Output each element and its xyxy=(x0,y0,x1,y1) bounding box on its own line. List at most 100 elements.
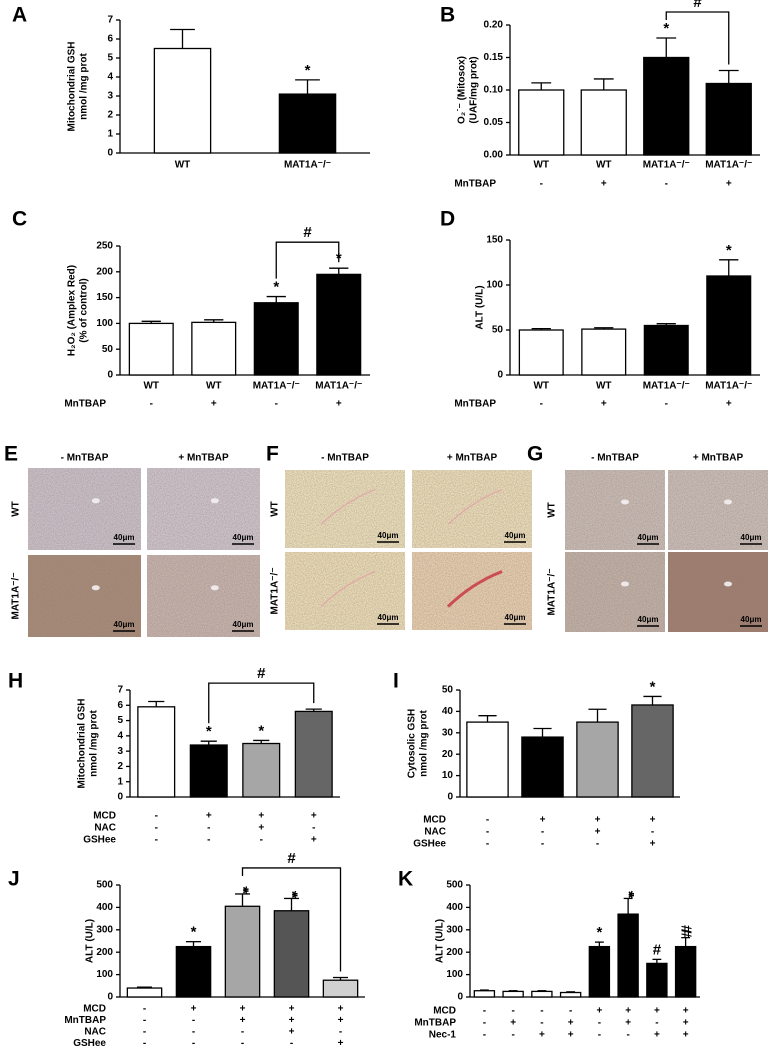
y-tick-label: 3 xyxy=(117,746,123,757)
treatment-name: MnTBAP xyxy=(64,1015,106,1026)
scale-bar-label: 40μm xyxy=(505,531,526,540)
y-tick-label: 0 xyxy=(107,148,113,159)
panel-letter: H xyxy=(8,670,23,693)
treatment-name: NAC xyxy=(84,1027,106,1038)
treatment-value: + xyxy=(568,1030,574,1041)
bracket xyxy=(665,11,730,65)
y-tick-label: 150 xyxy=(486,235,503,246)
bar xyxy=(521,736,564,798)
bar xyxy=(473,990,496,998)
bar xyxy=(518,329,564,376)
row-label: MAT1A⁻/⁻ xyxy=(11,572,22,619)
treatment-value: - xyxy=(540,1006,543,1017)
micrograph-texture xyxy=(412,470,532,548)
treatment-value: + xyxy=(240,1015,246,1026)
treatment-value: + xyxy=(289,1027,295,1038)
bracket-label: # xyxy=(287,850,296,867)
y-tick-label: 100 xyxy=(96,318,113,329)
treatment-value: + xyxy=(336,399,342,410)
y-tick-label: 7 xyxy=(117,685,123,696)
bar xyxy=(588,945,611,998)
y-tick-label: 400 xyxy=(96,902,113,913)
bracket-label: # xyxy=(693,0,702,11)
bar xyxy=(224,905,261,998)
treatment-name: Nec-1 xyxy=(429,1030,457,1041)
significance-label: ** xyxy=(620,891,637,899)
panel-letter: F xyxy=(266,443,279,466)
y-tick-label: 4 xyxy=(117,730,123,741)
y-tick-label: 100 xyxy=(96,969,113,980)
bar xyxy=(137,706,176,798)
treatment-value: + xyxy=(258,811,264,822)
treatment-name: MCD xyxy=(93,811,116,822)
y-tick-label: 0 xyxy=(447,792,453,803)
y-axis-label: Cytosolic GSH xyxy=(407,709,418,778)
treatment-value: - xyxy=(541,839,544,850)
column-label: + MnTBAP xyxy=(178,453,229,464)
treatment-value: + xyxy=(211,399,217,410)
y-tick-label: 40 xyxy=(442,706,454,717)
treatment-value: - xyxy=(651,827,654,838)
vessel xyxy=(724,499,732,505)
treatment-value: - xyxy=(339,1027,342,1038)
scale-bar-label: 40μm xyxy=(233,620,254,629)
x-tick-label: MAT1A⁻/⁻ xyxy=(643,160,690,171)
treatment-value: - xyxy=(192,1038,195,1049)
micrograph-texture xyxy=(28,468,141,550)
y-tick-label: 0 xyxy=(457,992,463,1003)
micrograph-texture xyxy=(412,552,532,630)
treatment-name: GSHee xyxy=(83,835,116,846)
bar xyxy=(643,324,689,376)
y-axis-label: O₂˙⁻ (Mitosox) xyxy=(457,56,468,124)
vessel xyxy=(621,581,629,587)
treatment-value: - xyxy=(143,1027,146,1038)
micrograph-texture xyxy=(147,468,260,550)
x-tick-label: WT xyxy=(596,160,612,171)
bracket-label: # xyxy=(257,665,266,682)
treatment-value: - xyxy=(260,835,263,846)
significance-label: * xyxy=(258,722,264,739)
panel-letter: C xyxy=(12,208,27,231)
treatment-value: - xyxy=(486,827,489,838)
treatment-value: + xyxy=(601,179,607,190)
significance-label: * xyxy=(726,242,732,259)
treatment-value: - xyxy=(540,179,543,190)
y-tick-label: 5 xyxy=(107,53,113,64)
row-label: MAT1A⁻/⁻ xyxy=(547,568,558,615)
x-tick-label: WT xyxy=(143,381,159,392)
bar xyxy=(674,945,697,998)
treatment-value: + xyxy=(206,811,212,822)
scale-bar-label: 40μm xyxy=(638,533,659,542)
bar xyxy=(580,89,627,156)
treatment-value: - xyxy=(511,1030,514,1041)
y-tick-label: 6 xyxy=(107,34,113,45)
bar xyxy=(518,89,565,156)
treatment-name: NAC xyxy=(424,827,446,838)
treatment-value: + xyxy=(654,1006,660,1017)
bracket xyxy=(208,682,315,724)
scale-bar-label: 40μm xyxy=(638,615,659,624)
bar xyxy=(242,742,281,798)
treatment-value: - xyxy=(312,823,315,834)
scale-bar-label: 40μm xyxy=(505,613,526,622)
treatment-value: - xyxy=(598,1018,601,1029)
panel-letter: E xyxy=(4,443,18,466)
treatment-value: + xyxy=(338,1015,344,1026)
treatment-value: - xyxy=(483,1030,486,1041)
treatment-value: + xyxy=(625,1018,631,1029)
treatment-value: + xyxy=(650,815,656,826)
y-axis-label: ALT (U/L) xyxy=(435,919,446,963)
micrograph-texture xyxy=(668,552,768,632)
treatment-name: MnTBAP xyxy=(414,1018,456,1029)
treatment-value: + xyxy=(289,1015,295,1026)
column-label: + MnTBAP xyxy=(693,453,744,464)
y-tick-label: 50 xyxy=(442,685,454,696)
y-tick-label: 0 xyxy=(117,792,123,803)
y-axis-label: ALT (U/L) xyxy=(475,285,486,329)
y-tick-label: 200 xyxy=(96,947,113,958)
y-tick-label: 0 xyxy=(497,370,503,381)
bar xyxy=(128,322,174,376)
treatment-name: MCD xyxy=(423,815,446,826)
treatment-value: - xyxy=(192,1027,195,1038)
